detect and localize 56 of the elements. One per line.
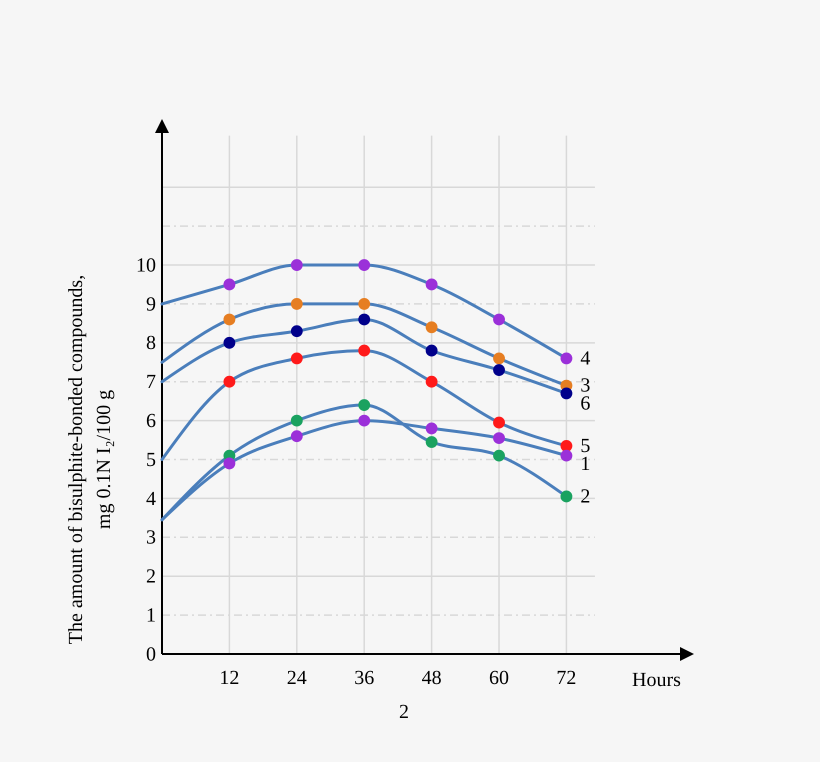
point xyxy=(426,344,438,357)
point xyxy=(560,352,572,364)
point xyxy=(223,376,236,388)
point xyxy=(426,321,438,334)
point xyxy=(290,352,303,364)
series-label: 4 xyxy=(580,347,590,370)
point xyxy=(560,450,572,462)
point xyxy=(560,490,572,502)
y-tick-label: 1 xyxy=(146,604,156,627)
point xyxy=(493,314,505,326)
point xyxy=(223,314,236,326)
point xyxy=(426,278,438,290)
point xyxy=(290,259,303,271)
y-tick-label: 3 xyxy=(146,526,156,549)
x-tick-label: 24 xyxy=(286,667,307,690)
y-tick-label: 4 xyxy=(146,488,156,510)
point xyxy=(358,259,370,271)
y-axis-title: The amount of bisulphite-bonded compounds, mg 0.1N I₂/100 g xyxy=(65,274,115,644)
point xyxy=(358,314,370,326)
y-tick-label: 8 xyxy=(146,332,156,354)
point xyxy=(223,278,236,290)
point xyxy=(290,298,303,310)
x-tick-label: 72 xyxy=(556,667,576,690)
y-tick-label: 0 xyxy=(146,643,156,666)
y-tick-label: 6 xyxy=(146,410,156,432)
y-tick-label: 2 xyxy=(146,566,156,588)
point xyxy=(290,325,303,338)
y-tick-label: 10 xyxy=(136,254,156,276)
point xyxy=(560,387,572,400)
point xyxy=(426,436,438,448)
x-axis-title: Hours xyxy=(632,669,682,691)
x-tick-label: 12 xyxy=(219,667,240,690)
x-tick-label: 48 xyxy=(422,667,442,690)
x-tick-label: 60 xyxy=(489,667,510,690)
y-tick-label: 7 xyxy=(146,371,156,394)
point xyxy=(358,344,370,357)
point xyxy=(560,440,572,452)
y-tick-label: 5 xyxy=(146,448,156,471)
point xyxy=(493,416,505,428)
point xyxy=(358,399,370,411)
point xyxy=(426,376,438,388)
text: 2 xyxy=(399,701,409,723)
point xyxy=(426,422,438,434)
series-label: 2 xyxy=(580,485,590,508)
point xyxy=(358,298,370,310)
point xyxy=(493,432,505,444)
point xyxy=(290,414,303,427)
y-tick-label: 9 xyxy=(146,293,156,316)
point xyxy=(358,414,370,427)
point xyxy=(223,458,236,470)
point xyxy=(493,364,505,376)
x-tick-label: 36 xyxy=(354,667,374,690)
point xyxy=(493,352,505,364)
point xyxy=(290,430,303,442)
point xyxy=(223,336,236,349)
point xyxy=(493,450,505,462)
